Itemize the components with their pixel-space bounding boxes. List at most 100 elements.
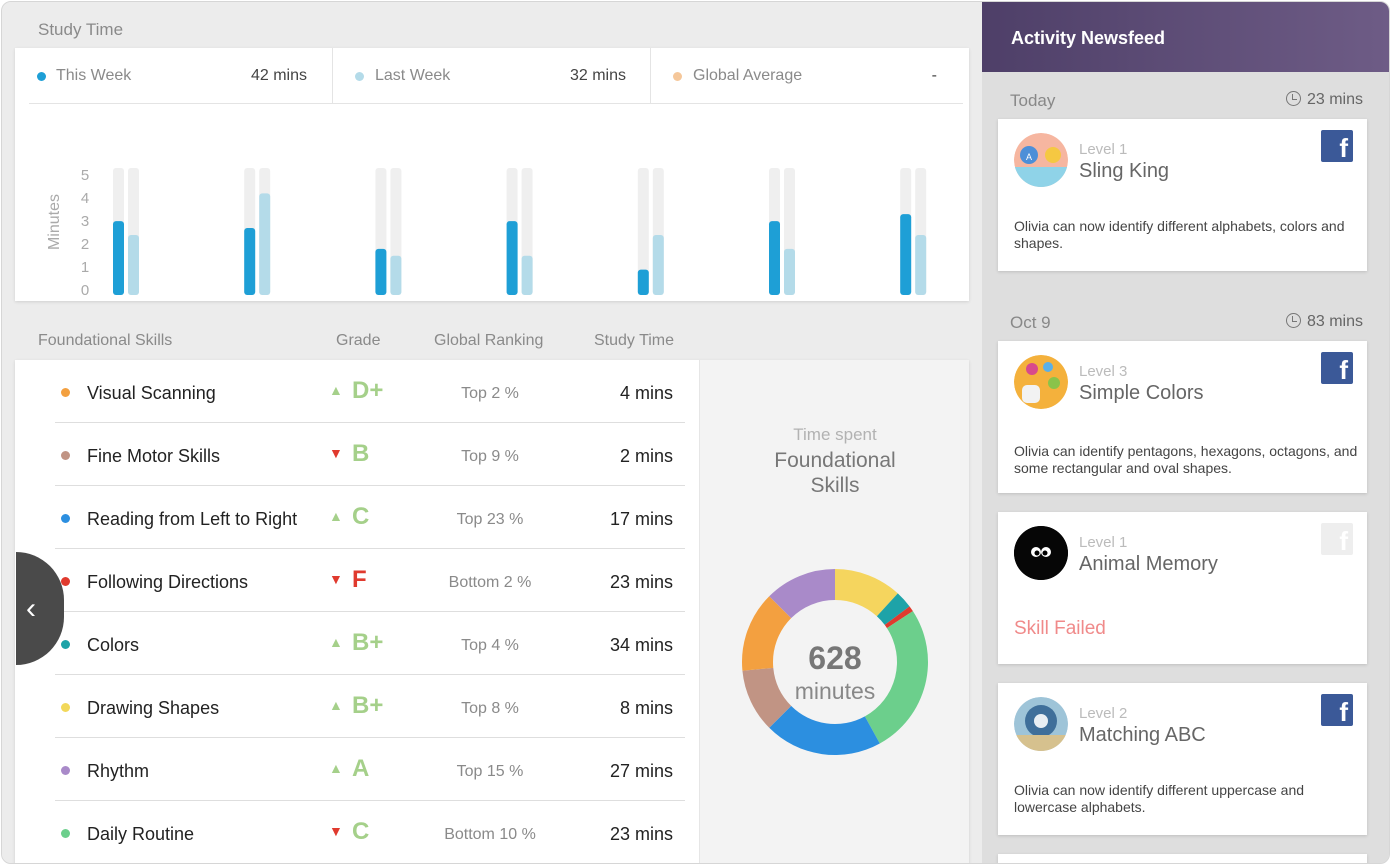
activity-card[interactable]: Level 1 Animal Memory f Skill Failed <box>998 512 1367 664</box>
skill-name: Reading from Left to Right <box>87 509 298 529</box>
y-tick-label: 5 <box>81 167 89 184</box>
skill-name: Visual Scanning <box>87 383 216 403</box>
donut-title-line2: Skills <box>810 474 860 497</box>
legend-divider <box>29 103 963 104</box>
skill-study-time: 27 mins <box>609 761 673 781</box>
skill-ranking: Top 8 % <box>461 700 519 717</box>
skill-color-dot <box>61 640 70 649</box>
legend-dot <box>355 72 364 81</box>
skill-row[interactable]: Fine Motor Skills ▼ B Top 9 % 2 mins <box>55 423 685 486</box>
donut-subtitle: Time spent <box>793 425 877 444</box>
trend-up-icon: ▲ <box>329 634 343 650</box>
skill-row[interactable]: Reading from Left to Right ▲ C Top 23 % 17 m… <box>55 486 685 549</box>
day-label: Today <box>1010 91 1056 110</box>
skill-ranking: Top 4 % <box>461 637 519 654</box>
game-level: Level 2 <box>1079 705 1128 722</box>
donut-segment-visual-scanning[interactable] <box>742 596 792 671</box>
facebook-share-icon[interactable]: f <box>1321 352 1353 384</box>
newsfeed-title: Activity Newsfeed <box>1011 28 1166 48</box>
game-thumbnail <box>1014 526 1068 580</box>
donut-segment-drawing-shapes[interactable] <box>835 569 898 617</box>
svg-text:A: A <box>1026 152 1032 162</box>
clock-icon <box>1285 91 1301 106</box>
skill-grade: B+ <box>352 629 384 656</box>
donut-segment-daily-routine[interactable] <box>864 611 928 744</box>
donut-segment-following-directions[interactable] <box>884 606 913 629</box>
legend-this-week[interactable]: This Week 42 mins <box>15 48 333 104</box>
skill-grade: A <box>352 755 370 782</box>
skills-card: Visual Scanning ▲ D+ Top 2 % 4 mins Fine Moto… <box>15 360 970 863</box>
donut-segment-colors[interactable] <box>876 593 910 625</box>
donut-segment-fine-motor-skills[interactable] <box>742 667 792 728</box>
bar-last-week <box>521 255 533 295</box>
activity-newsfeed: Activity Newsfeed Today 23 mins A Level … <box>982 2 1389 863</box>
chevron-left-icon: ‹ <box>26 592 36 625</box>
activity-description: Olivia can identify pentagons, hexagons,… <box>1014 443 1358 476</box>
skill-study-time: 34 mins <box>609 635 673 655</box>
game-thumbnail <box>1014 697 1068 751</box>
skill-ranking: Bottom 10 % <box>444 826 536 843</box>
activity-card[interactable]: A Level 1 Sling King f Olivia can now id… <box>998 119 1367 271</box>
day-time-value: 23 mins <box>1306 91 1363 108</box>
bar-last-week <box>652 234 664 295</box>
skill-row[interactable]: Rhythm ▲ A Top 15 % 27 mins <box>55 738 685 801</box>
skill-study-time: 2 mins <box>619 446 673 466</box>
legend-last-week[interactable]: Last Week 32 mins <box>333 48 651 104</box>
bar-last-week <box>259 193 271 295</box>
bar-last-week <box>128 234 139 295</box>
study-time-card: This Week 42 mins Last Week 32 mins Glob… <box>15 48 969 301</box>
skill-color-dot <box>61 766 70 775</box>
game-level: Level 1 <box>1079 141 1128 158</box>
activity-card[interactable] <box>998 854 1367 863</box>
skill-ranking: Top 23 % <box>456 511 524 528</box>
legend-global-average[interactable]: Global Average - <box>651 48 969 104</box>
bar-last-week <box>915 234 927 295</box>
trend-down-icon: ▼ <box>329 571 343 587</box>
skill-color-dot <box>61 451 70 460</box>
bar-this-week <box>113 221 124 295</box>
skills-header-ranking: Global Ranking <box>434 332 544 349</box>
skill-row[interactable]: Drawing Shapes ▲ B+ Top 8 % 8 mins <box>55 675 685 738</box>
skills-header-name: Foundational Skills <box>38 332 173 349</box>
trend-up-icon: ▲ <box>329 760 343 776</box>
skill-name: Daily Routine <box>87 824 195 844</box>
skill-name: Following Directions <box>87 572 249 592</box>
facebook-share-icon[interactable]: f <box>1321 130 1353 162</box>
clock-icon <box>1285 313 1301 328</box>
bar-this-week <box>769 221 780 295</box>
skill-ranking: Bottom 2 % <box>448 574 532 591</box>
main-panel: Study Time This Week 42 mins Last Week 3… <box>2 2 982 863</box>
skill-color-dot <box>61 703 70 712</box>
skill-row[interactable]: Visual Scanning ▲ D+ Top 2 % 4 mins <box>55 360 685 423</box>
skill-study-time: 23 mins <box>609 824 673 844</box>
time-spent-donut <box>742 569 928 755</box>
activity-card[interactable]: Level 2 Matching ABC f Olivia can now id… <box>998 683 1367 835</box>
skill-grade: F <box>352 566 367 593</box>
day-duration: 83 mins <box>1285 313 1363 331</box>
legend-value: 42 mins <box>250 67 307 84</box>
day-label: Oct 9 <box>1010 313 1051 332</box>
donut-title-line1: Foundational <box>774 449 896 472</box>
facebook-share-icon[interactable]: f <box>1321 694 1353 726</box>
activity-card[interactable]: Level 3 Simple Colors f Olivia can ident… <box>998 341 1367 493</box>
y-axis-label: Minutes <box>46 194 63 250</box>
skill-color-dot <box>61 577 70 586</box>
legend-dot <box>673 72 682 81</box>
skill-study-time: 4 mins <box>619 383 673 403</box>
newsfeed-header: Activity Newsfeed <box>982 2 1389 72</box>
facebook-share-icon: f <box>1321 523 1353 555</box>
skill-color-dot <box>61 514 70 523</box>
donut-title: Foundational Skills <box>700 448 970 498</box>
skill-grade: C <box>352 503 370 530</box>
skill-grade: C <box>352 818 370 845</box>
donut-panel: Time spent Foundational Skills 628 minut… <box>699 360 970 863</box>
donut-segment-rhythm[interactable] <box>769 569 835 619</box>
legend-value: 32 mins <box>569 67 626 84</box>
skill-row[interactable]: Daily Routine ▼ C Bottom 10 % 23 mins <box>55 801 685 863</box>
donut-segment-reading-from-left-to-right[interactable] <box>769 705 880 755</box>
skill-row[interactable]: Colors ▲ B+ Top 4 % 34 mins <box>55 612 685 675</box>
skill-failed-status: Skill Failed <box>1014 618 1106 639</box>
y-tick-label: 0 <box>81 282 89 299</box>
skill-row[interactable]: Following Directions ▼ F Bottom 2 % 23 mins <box>55 549 685 612</box>
trend-up-icon: ▲ <box>329 697 343 713</box>
